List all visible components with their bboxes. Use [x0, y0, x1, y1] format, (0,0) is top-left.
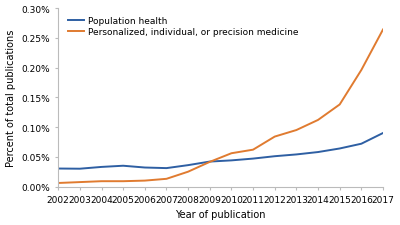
X-axis label: Year of publication: Year of publication	[175, 209, 266, 219]
Personalized, individual, or precision medicine	[229, 152, 234, 155]
Legend: Population health, Personalized, individual, or precision medicine: Population health, Personalized, individ…	[66, 15, 300, 39]
Population health	[229, 159, 234, 162]
Population health	[381, 132, 386, 135]
Y-axis label: Percent of total publications: Percent of total publications	[6, 29, 16, 166]
Population health	[186, 164, 190, 167]
Population health	[99, 166, 104, 169]
Personalized, individual, or precision medicine	[78, 181, 82, 184]
Population health	[294, 153, 299, 156]
Personalized, individual, or precision medicine	[142, 180, 147, 182]
Personalized, individual, or precision medicine	[186, 171, 190, 173]
Line: Personalized, individual, or precision medicine: Personalized, individual, or precision m…	[58, 30, 383, 183]
Personalized, individual, or precision medicine	[294, 129, 299, 132]
Personalized, individual, or precision medicine	[164, 178, 169, 180]
Population health	[337, 147, 342, 150]
Personalized, individual, or precision medicine	[56, 182, 60, 184]
Population health	[78, 168, 82, 170]
Personalized, individual, or precision medicine	[272, 136, 277, 138]
Personalized, individual, or precision medicine	[381, 29, 386, 32]
Personalized, individual, or precision medicine	[99, 180, 104, 183]
Population health	[56, 167, 60, 170]
Population health	[316, 151, 320, 154]
Personalized, individual, or precision medicine	[337, 104, 342, 106]
Population health	[142, 166, 147, 169]
Personalized, individual, or precision medicine	[207, 161, 212, 164]
Population health	[251, 158, 256, 160]
Population health	[164, 167, 169, 170]
Population health	[207, 160, 212, 163]
Population health	[121, 165, 126, 167]
Personalized, individual, or precision medicine	[359, 69, 364, 72]
Population health	[272, 155, 277, 158]
Line: Population health: Population health	[58, 133, 383, 169]
Population health	[359, 143, 364, 145]
Personalized, individual, or precision medicine	[121, 180, 126, 183]
Personalized, individual, or precision medicine	[251, 149, 256, 151]
Personalized, individual, or precision medicine	[316, 119, 320, 122]
